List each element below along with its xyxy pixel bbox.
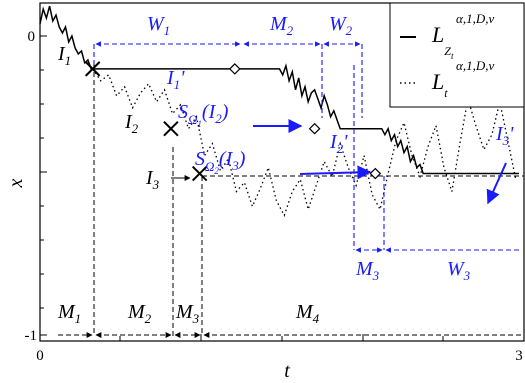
marker-cross-1 (84, 61, 101, 77)
x-tick-3: 3 (515, 348, 523, 364)
marker-diamond-3 (369, 167, 382, 180)
blue-solid-arrows (253, 119, 507, 205)
blue-dashed-guides (93, 44, 385, 250)
legend-sup-solid: α,1,D,v (456, 11, 494, 26)
marker-diamond-1 (228, 63, 241, 75)
label-M1: M1 (57, 301, 81, 326)
label-W3: W3 (447, 258, 471, 283)
blue-interval-arrows (95, 41, 522, 253)
label-W1: W1 (147, 13, 170, 38)
label-M3-blue: M3 (355, 258, 380, 283)
label-M4: M4 (295, 301, 320, 326)
y-axis-label: x (5, 178, 27, 188)
legend-sup-dotted: α,1,D,v (456, 58, 494, 73)
y-tick-neg1: -1 (25, 328, 38, 344)
axis-ticks (39, 3, 444, 341)
series-line-dotted (92, 68, 517, 218)
legend-box (389, 2, 525, 108)
label-S-omega2: SΩ2(I3) (195, 148, 246, 176)
label-I2-prime: I2' (329, 131, 348, 156)
label-I2: I2 (124, 111, 139, 136)
x-axis-label: t (284, 360, 290, 382)
marker-cross-2 (163, 120, 179, 137)
legend-label-solid: LZt (431, 22, 454, 61)
label-I3: I3 (145, 167, 160, 192)
label-I1: I1 (57, 43, 71, 68)
marker-diamond-2 (308, 122, 321, 135)
y-tick-0: 0 (28, 29, 36, 45)
label-M2-top: M2 (269, 13, 294, 38)
label-W2: W2 (329, 13, 353, 38)
label-M2: M2 (127, 301, 152, 326)
legend-label-dotted: Lt (431, 69, 448, 100)
markers (84, 61, 382, 182)
series-line-solid (39, 5, 519, 175)
x-tick-0: 0 (36, 348, 44, 364)
label-I1-prime: I1' (166, 67, 185, 92)
label-S-omega1: SΩ1(I2) (178, 101, 229, 129)
label-M3: M3 (175, 301, 200, 326)
marker-cross-3 (191, 165, 208, 182)
label-I3-prime: I3' (495, 123, 514, 148)
legend: LZt α,1,D,v Lt α,1,D,v (389, 2, 525, 108)
